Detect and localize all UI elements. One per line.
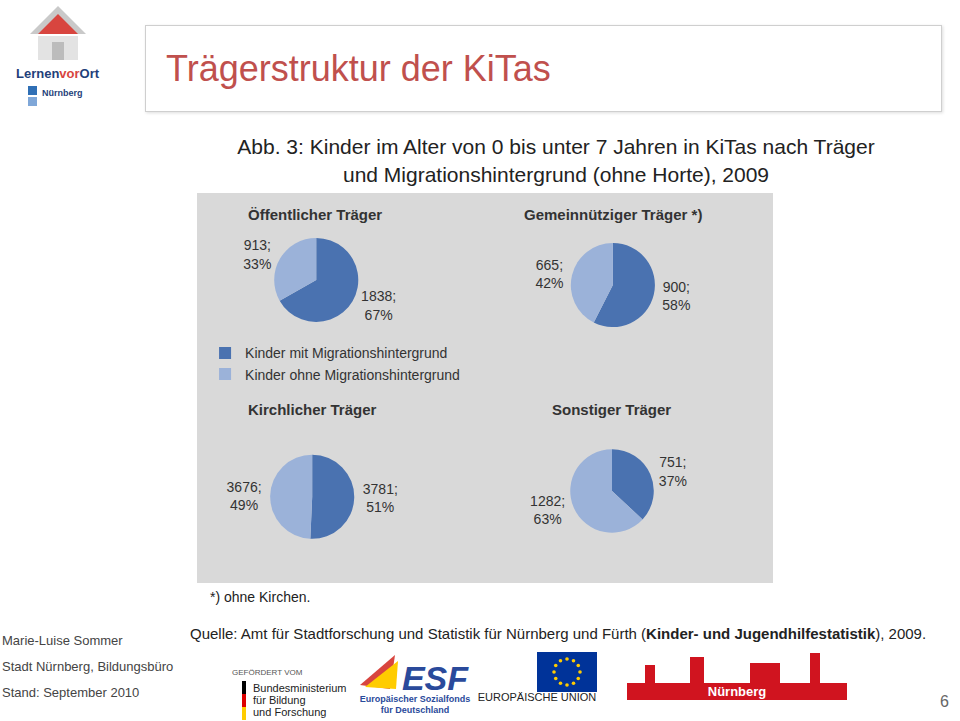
svg-text:Nürnberg: Nürnberg [42,88,83,98]
html-text:6: 6 [940,693,949,710]
svg-text:Gemeinnütziger Träger *): Gemeinnütziger Träger *) [524,206,702,223]
svg-text:Kinder mit Migrationshintergru: Kinder mit Migrationshintergrund [245,345,447,361]
html-text:Stand: September 2010: Stand: September 2010 [2,685,140,700]
svg-text:LernenvorOrt: LernenvorOrt [16,66,100,81]
svg-text:für Bildung: für Bildung [253,694,306,706]
svg-text:Nürnberg: Nürnberg [708,684,767,699]
html-text:Stadt Nürnberg, Bildungsbüro: Stadt Nürnberg, Bildungsbüro [2,659,174,674]
html-text:und Migrationshintergrund (ohn: und Migrationshintergrund (ohne Horte), … [343,163,769,186]
svg-text:665;42%: 665;42% [535,257,563,291]
html-text:Quelle: Amt für Stadtforschung: Quelle: Amt für Stadtforschung und Stati… [190,625,927,642]
svg-text:Öffentlicher Träger: Öffentlicher Träger [248,206,382,223]
svg-text:913;33%: 913;33% [243,237,271,271]
svg-text:Kirchlicher Träger: Kirchlicher Träger [248,401,377,418]
svg-text:und Forschung: und Forschung [253,706,326,718]
html-text:Marie-Luise Sommer: Marie-Luise Sommer [2,633,123,648]
svg-text:3781;51%: 3781;51% [363,481,398,515]
svg-text:751;37%: 751;37% [659,454,687,488]
svg-text:Kinder ohne Migrationshintergr: Kinder ohne Migrationshintergrund [245,367,460,383]
svg-text:Bundesministerium: Bundesministerium [253,682,347,694]
svg-text:1282;63%: 1282;63% [530,493,565,527]
html-text:Abb. 3: Kinder im Alter von 0: Abb. 3: Kinder im Alter von 0 bis unter … [237,135,875,158]
svg-text:für Deutschland: für Deutschland [381,705,450,715]
svg-text:GEFÖRDERT VOM: GEFÖRDERT VOM [232,668,303,677]
svg-text:ESF: ESF [402,659,469,697]
html-text:Trägerstruktur der KiTas: Trägerstruktur der KiTas [166,48,551,89]
svg-text:Sonstiger Träger: Sonstiger Träger [552,401,671,418]
html-text:*) ohne Kirchen.: *) ohne Kirchen. [210,589,311,605]
svg-text:EUROPÄISCHE UNION: EUROPÄISCHE UNION [478,691,597,703]
svg-text:1838;67%: 1838;67% [361,288,396,322]
svg-text:3676;49%: 3676;49% [227,479,262,513]
svg-text:Europäischer Sozialfonds: Europäischer Sozialfonds [360,694,471,704]
svg-text:900;58%: 900;58% [662,279,690,313]
